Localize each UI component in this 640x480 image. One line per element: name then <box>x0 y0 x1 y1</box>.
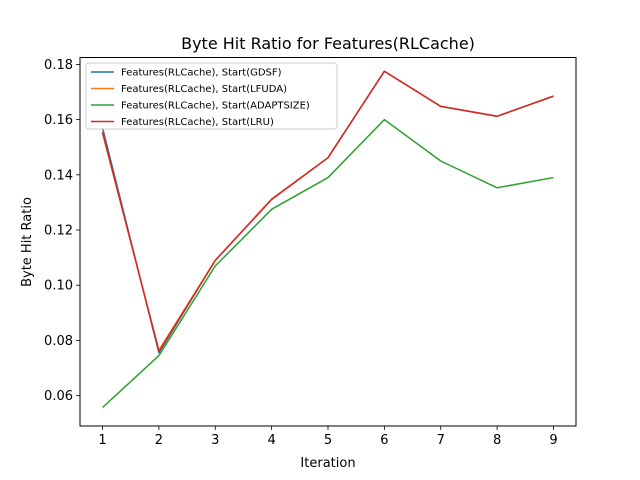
x-tick-label: 7 <box>437 433 445 448</box>
x-tick-label: 2 <box>155 433 163 448</box>
x-tick-label: 3 <box>211 433 219 448</box>
y-tick-label: 0.16 <box>44 113 73 128</box>
y-tick-label: 0.10 <box>44 279 73 294</box>
y-axis: 0.06 0.08 0.10 0.12 0.14 0.16 0.18 <box>44 58 80 404</box>
y-tick-label: 0.12 <box>44 224 73 239</box>
y-tick-label: 0.06 <box>44 389 73 404</box>
legend-label-4: Features(RLCache), Start(LRU) <box>121 117 274 128</box>
x-tick-label: 4 <box>267 433 275 448</box>
series-layer <box>101 70 554 409</box>
y-tick-label: 0.14 <box>44 168 73 183</box>
legend-label-1: Features(RLCache), Start(GDSF) <box>121 68 282 79</box>
y-tick-label: 0.18 <box>44 58 73 73</box>
legend-label-3: Features(RLCache), Start(ADAPTSIZE) <box>121 101 310 112</box>
series-line-4 <box>101 70 554 353</box>
x-tick-label: 9 <box>549 433 557 448</box>
x-tick-label: 8 <box>493 433 501 448</box>
y-axis-label: Byte Hit Ratio <box>20 197 35 287</box>
legend: Features(RLCache), Start(GDSF) Features(R… <box>85 62 338 130</box>
x-tick-label: 6 <box>380 433 388 448</box>
x-tick-label: 1 <box>98 433 106 448</box>
series-line-3 <box>102 118 554 409</box>
legend-items: Features(RLCache), Start(GDSF) Features(R… <box>91 68 310 128</box>
x-axis: 1 2 3 4 5 6 7 8 9 <box>98 426 558 448</box>
y-tick-label: 0.08 <box>44 334 73 349</box>
legend-label-2: Features(RLCache), Start(LFUDA) <box>121 84 287 95</box>
legend-box <box>85 62 338 130</box>
chart-title: Byte Hit Ratio for Features(RLCache) <box>181 34 475 53</box>
x-axis-label: Iteration <box>300 456 355 471</box>
x-tick-label: 5 <box>324 433 332 448</box>
